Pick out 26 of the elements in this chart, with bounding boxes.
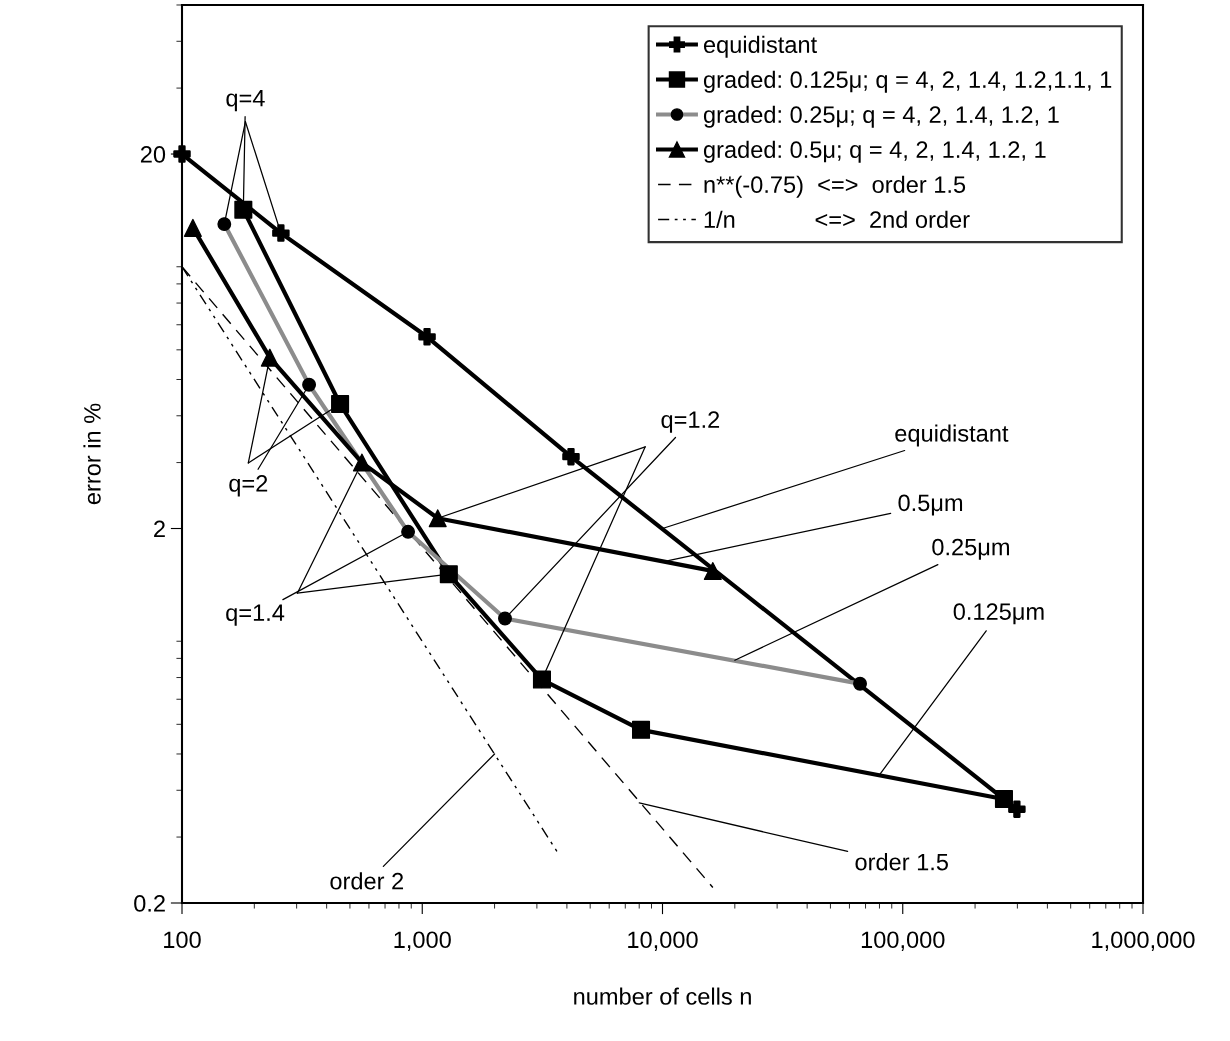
x-axis-title: number of cells n (574, 987, 751, 1005)
y-tick-label: 20 (140, 146, 166, 163)
legend-label: graded: 0.125μ; q = 4, 2, 1.4, 1.2,1.1, 1 (703, 70, 1112, 93)
x-tick-label: 100,000 (861, 931, 945, 951)
x-tick-label: 10,000 (628, 931, 698, 951)
annotation: equidistant (895, 424, 1009, 447)
annotation: q=4 (226, 90, 265, 112)
annotation: order 1.5 (855, 853, 948, 871)
legend-label: 1/n <=> 2nd order (704, 210, 970, 229)
annotation: q=1.4 (226, 604, 285, 626)
x-tick-label: 1,000 (394, 931, 451, 951)
x-tick-label: 100 (164, 931, 201, 949)
annotation: 0.25μm (932, 538, 1009, 560)
annotation: 0.5μm (898, 494, 963, 516)
annotation: order 2 (330, 872, 404, 890)
annotation: q=1.2 (661, 411, 720, 433)
x-tick-label: 1,000,000 (1092, 931, 1195, 951)
legend-label: graded: 0.5μ; q = 4, 2, 1.4, 1.2, 1 (703, 140, 1046, 163)
legend-label: n**(-0.75) <=> order 1.5 (704, 175, 966, 198)
y-tick-label: 2 (154, 520, 165, 538)
legend-label: graded: 0.25μ; q = 4, 2, 1.4, 1.2, 1 (703, 105, 1059, 128)
y-tick-label: 0.2 (134, 895, 165, 912)
annotation: q=2 (229, 475, 268, 497)
legend-label: equidistant (703, 35, 817, 58)
annotation: 0.125μm (953, 603, 1044, 625)
y-axis-title: error in % (83, 403, 101, 505)
